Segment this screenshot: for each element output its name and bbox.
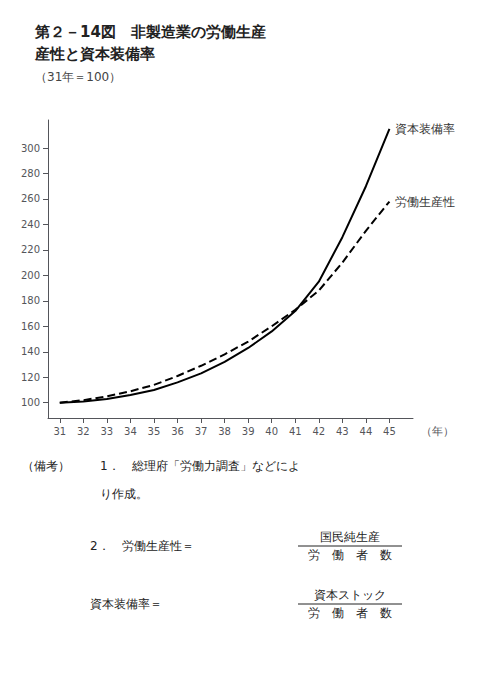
svg-text:（31年＝100）: （31年＝100） <box>35 70 121 84</box>
svg-text:（年）: （年） <box>421 425 454 438</box>
svg-text:120: 120 <box>21 372 40 383</box>
svg-text:300: 300 <box>21 143 40 154</box>
svg-text:産性と資本装備率: 産性と資本装備率 <box>34 45 155 63</box>
svg-text:43: 43 <box>336 426 349 437</box>
svg-text:32: 32 <box>77 426 90 437</box>
svg-text:200: 200 <box>21 270 40 281</box>
svg-text:44: 44 <box>360 426 373 437</box>
svg-text:42: 42 <box>312 426 325 437</box>
svg-text:（備考）: （備考） <box>22 459 70 473</box>
svg-text:り作成。: り作成。 <box>100 487 148 501</box>
svg-text:第２－14図 非製造業の労働生産: 第２－14図 非製造業の労働生産 <box>34 23 266 41</box>
svg-text:1． 総理府「労働力調査」などによ: 1． 総理府「労働力調査」などによ <box>100 459 300 473</box>
svg-text:34: 34 <box>124 426 137 437</box>
svg-text:36: 36 <box>171 426 184 437</box>
svg-text:35: 35 <box>148 426 161 437</box>
svg-text:260: 260 <box>21 193 40 204</box>
svg-text:41: 41 <box>289 426 302 437</box>
svg-text:220: 220 <box>21 244 40 255</box>
svg-text:資本装備率＝: 資本装備率＝ <box>90 597 162 611</box>
svg-text:160: 160 <box>21 321 40 332</box>
svg-text:労 働 者 数: 労 働 者 数 <box>308 548 392 562</box>
svg-text:140: 140 <box>21 346 40 357</box>
svg-text:資本装備率: 資本装備率 <box>395 122 455 136</box>
svg-text:180: 180 <box>21 295 40 306</box>
svg-text:2． 労働生産性＝: 2． 労働生産性＝ <box>90 539 194 553</box>
svg-text:40: 40 <box>265 426 278 437</box>
svg-text:労 働 者 数: 労 働 者 数 <box>308 606 392 620</box>
svg-text:38: 38 <box>218 426 231 437</box>
svg-text:100: 100 <box>21 397 40 408</box>
svg-text:39: 39 <box>242 426 255 437</box>
svg-text:240: 240 <box>21 219 40 230</box>
svg-text:国民純生産: 国民純生産 <box>320 530 380 544</box>
svg-text:労働生産性: 労働生産性 <box>395 195 455 209</box>
svg-text:33: 33 <box>101 426 114 437</box>
svg-text:37: 37 <box>195 426 208 437</box>
svg-text:資本ストック: 資本ストック <box>314 588 386 602</box>
svg-text:31: 31 <box>53 426 66 437</box>
svg-text:45: 45 <box>383 426 396 437</box>
svg-text:280: 280 <box>21 168 40 179</box>
